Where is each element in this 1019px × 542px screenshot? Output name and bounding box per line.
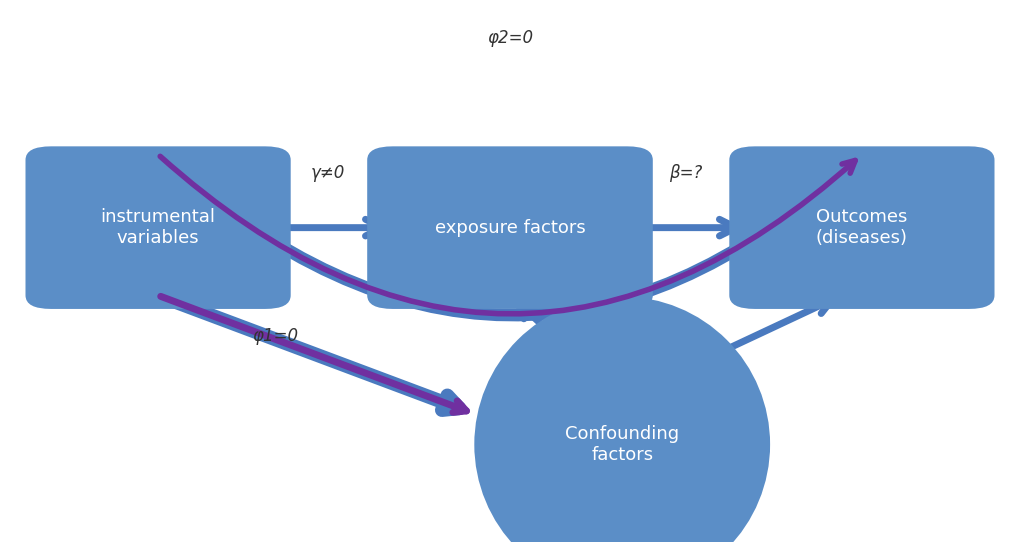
FancyArrowPatch shape: [160, 156, 854, 314]
FancyBboxPatch shape: [367, 146, 652, 309]
FancyArrowPatch shape: [669, 299, 832, 376]
FancyArrowPatch shape: [161, 296, 459, 410]
Text: γ≠0: γ≠0: [311, 164, 345, 183]
Text: instrumental
variables: instrumental variables: [101, 208, 215, 247]
Text: φ1=0: φ1=0: [252, 327, 299, 345]
FancyArrowPatch shape: [631, 220, 736, 236]
Ellipse shape: [474, 296, 769, 542]
FancyArrowPatch shape: [160, 156, 849, 315]
Text: Outcomes
(diseases): Outcomes (diseases): [815, 208, 907, 247]
FancyArrowPatch shape: [161, 296, 466, 412]
FancyBboxPatch shape: [25, 146, 290, 309]
Text: Confounding
factors: Confounding factors: [565, 425, 679, 464]
FancyArrowPatch shape: [518, 302, 584, 364]
FancyBboxPatch shape: [729, 146, 994, 309]
Text: β=?: β=?: [668, 164, 701, 183]
Text: exposure factors: exposure factors: [434, 218, 585, 237]
Text: φ2=0: φ2=0: [486, 29, 533, 47]
FancyArrowPatch shape: [270, 220, 382, 236]
